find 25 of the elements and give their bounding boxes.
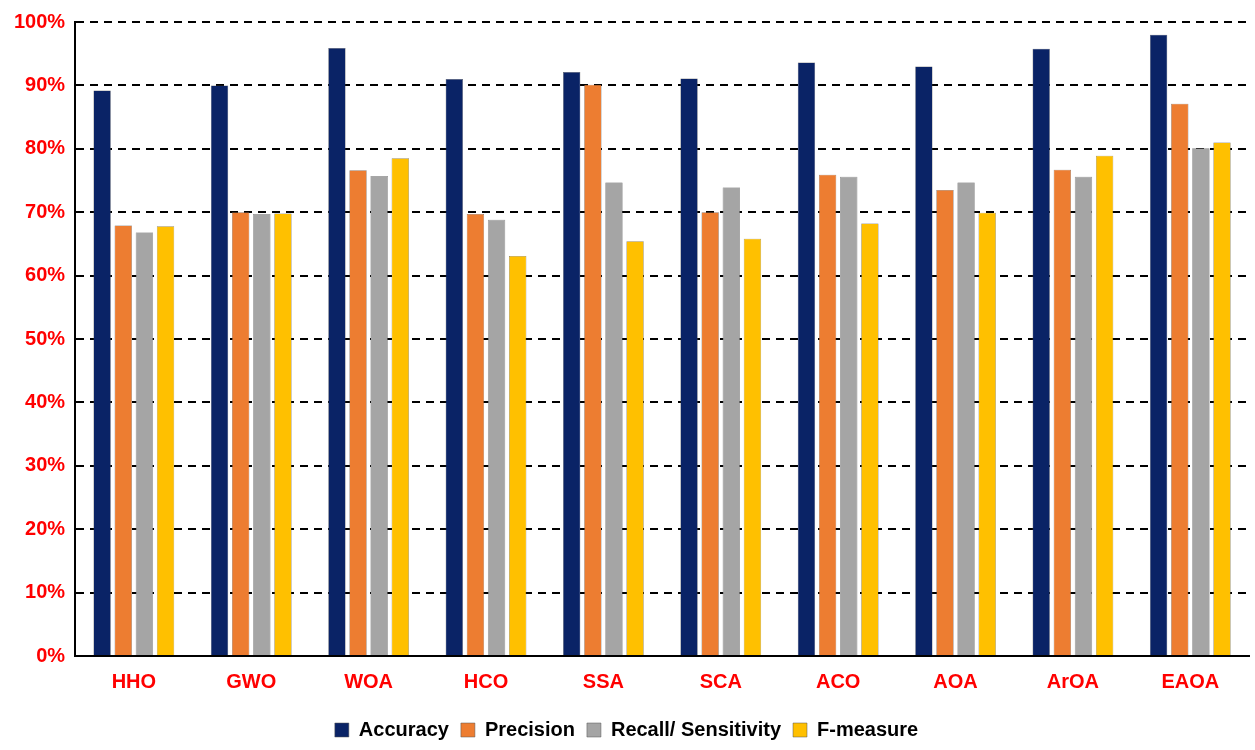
x-tick-label: GWO xyxy=(226,669,277,692)
y-tick-label: 0% xyxy=(36,643,66,666)
legend-label: F-measure xyxy=(817,717,919,740)
legend-label: Precision xyxy=(484,717,575,740)
x-tick-label: ACO xyxy=(815,669,861,692)
y-tick-label: 30% xyxy=(25,453,66,476)
x-tick-label: EAOA xyxy=(1161,669,1220,692)
y-tick-label: 80% xyxy=(25,136,66,159)
y-tick-label: 50% xyxy=(25,326,66,349)
y-tick-label: 10% xyxy=(25,580,66,603)
legend-label: Accuracy xyxy=(358,717,450,740)
y-tick-label: 60% xyxy=(25,263,66,286)
y-tick-label: 100% xyxy=(14,9,66,32)
x-tick-label: ArOA xyxy=(1046,669,1100,692)
x-tick-label: WOA xyxy=(344,669,394,692)
y-tick-label: 90% xyxy=(25,72,66,95)
x-tick-label: HCO xyxy=(463,669,509,692)
y-tick-label: 20% xyxy=(25,516,66,539)
x-tick-label: AOA xyxy=(933,669,978,692)
x-tick-label: HHO xyxy=(111,669,157,692)
y-tick-label: 70% xyxy=(25,199,66,222)
y-tick-label: 40% xyxy=(25,389,66,412)
x-tick-label: SCA xyxy=(699,669,742,692)
legend-label: Recall/ Sensitivity xyxy=(610,717,782,740)
x-tick-label: SSA xyxy=(582,669,624,692)
